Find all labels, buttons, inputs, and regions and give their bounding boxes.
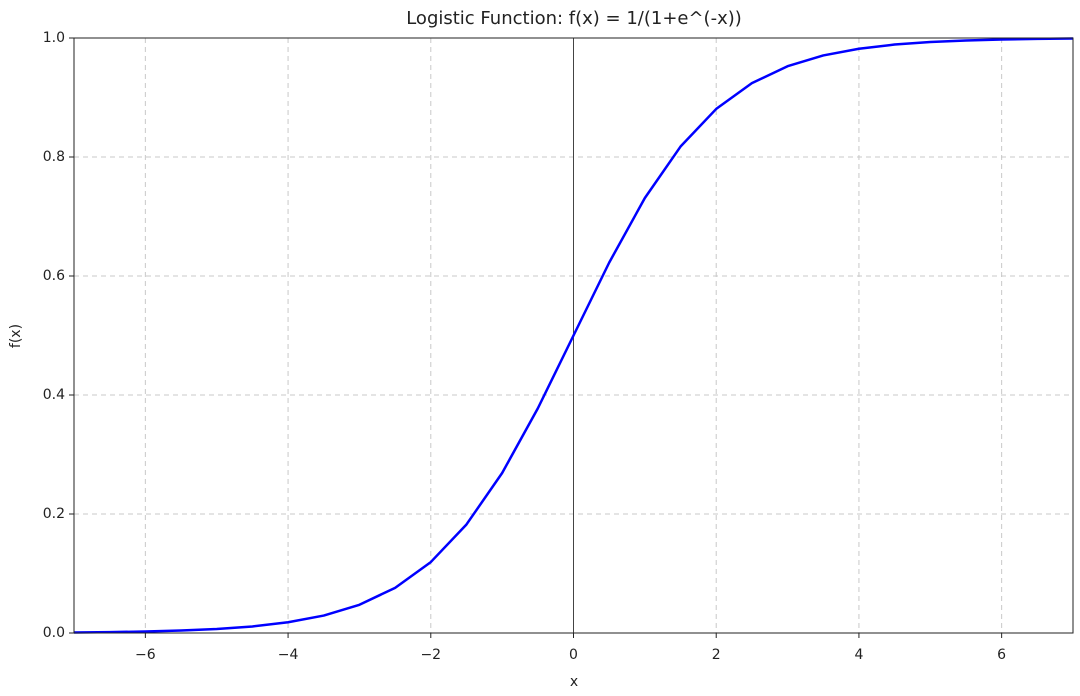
x-axis-label: x xyxy=(570,674,578,690)
x-tick-label: 2 xyxy=(712,647,721,663)
x-tick-label: 0 xyxy=(569,647,578,663)
y-axis-label: f(x) xyxy=(8,324,24,348)
x-tick-label: −2 xyxy=(420,647,441,663)
plot-frame xyxy=(73,37,1074,634)
x-tick-label: 6 xyxy=(997,647,1006,663)
y-tick-label: 0.2 xyxy=(43,506,65,522)
chart-title: Logistic Function: f(x) = 1/(1+e^(-x)) xyxy=(406,8,742,29)
y-tick-label: 0.8 xyxy=(43,149,65,165)
y-tick-label: 0.6 xyxy=(43,268,65,284)
y-tick-label: 1.0 xyxy=(43,30,65,46)
y-tick-label: 0.4 xyxy=(43,387,65,403)
x-tick-label: 4 xyxy=(854,647,863,663)
y-tick-label: 0.0 xyxy=(43,625,65,641)
line-series xyxy=(73,37,1074,634)
x-tick-label: −6 xyxy=(135,647,156,663)
x-tick-label: −4 xyxy=(278,647,299,663)
